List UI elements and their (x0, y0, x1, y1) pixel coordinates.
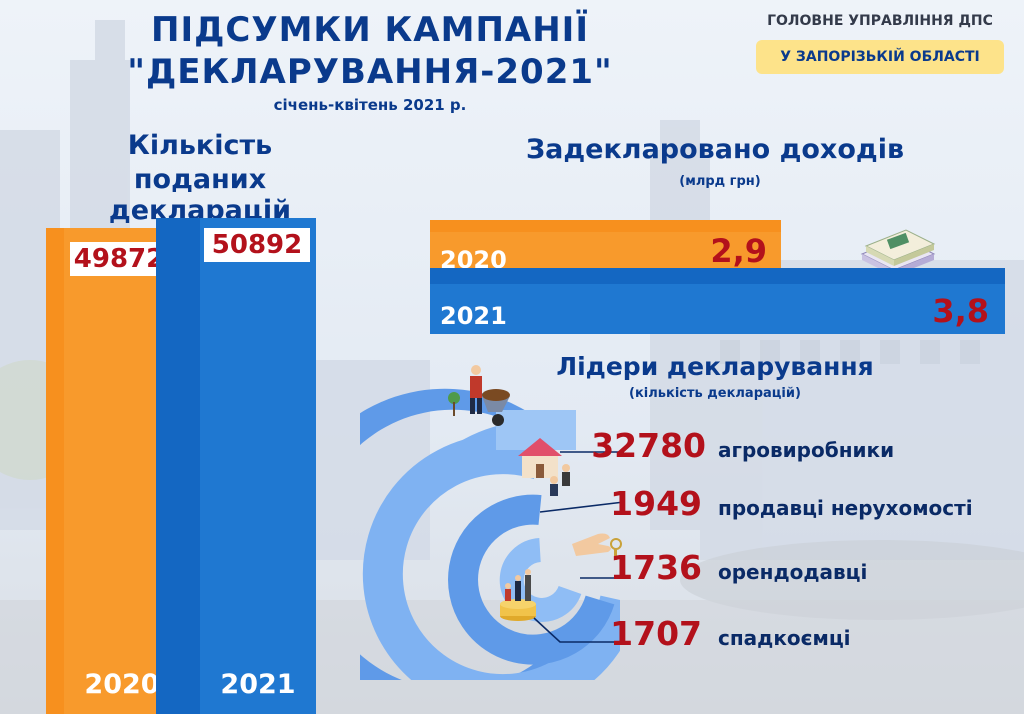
period-label: січень-квітень 2021 р. (273, 96, 467, 114)
declarations-chart-title-2: поданих декларацій (108, 164, 292, 226)
declarations-chart-title-1: Кількість (127, 130, 273, 161)
declarations-value-2021: 50892 (204, 228, 310, 262)
hand-keys-icon (572, 533, 622, 560)
title-line-1: ПІДСУМКИ КАМПАНІЇ (151, 10, 589, 50)
declarations-year-2021: 2021 (220, 669, 296, 700)
money-stack-icon (860, 229, 936, 276)
declarations-value-2020: 49872 (70, 242, 168, 276)
leaders-unit: (кількість декларацій) (629, 386, 801, 401)
leader-label-3: спадкоємці (718, 626, 851, 650)
leader-value-0: 32780 (591, 426, 706, 465)
leader-value-3: 1707 (610, 614, 702, 653)
income-bar-2021: 2021 3,8 (430, 268, 1005, 334)
leader-value-1: 1949 (610, 484, 702, 523)
org-name-badge: У ЗАПОРІЗЬКІЙ ОБЛАСТІ (756, 40, 1004, 74)
leader-label-1: продавці нерухомості (718, 496, 973, 520)
declarations-bar-front-2021 (200, 218, 316, 714)
leaders-target-graphic (360, 388, 620, 680)
worker-wheelbarrow-icon (448, 365, 510, 426)
leader-label-0: агровиробники (718, 438, 895, 462)
leaders-list (0, 0, 1, 1)
leader-connector-lines (533, 451, 625, 643)
income-chart-unit: (млрд грн) (679, 174, 761, 189)
income-chart-title: Задекларовано доходів (525, 134, 905, 165)
org-name-line-1: ГОЛОВНЕ УПРАВЛІННЯ ДПС (767, 13, 993, 29)
income-year-2021: 2021 (440, 302, 507, 330)
income-bar-front-2021 (430, 284, 1005, 334)
declarations-year-2020: 2020 (84, 669, 160, 700)
leaders-title: Лідери декларування (556, 352, 874, 381)
leader-label-2: орендодавці (718, 560, 868, 584)
declarations-bar-2021: 50892 2021 (156, 218, 316, 714)
house-icon (518, 438, 570, 496)
family-coins-icon (500, 569, 536, 621)
income-value-2020: 2,9 (710, 232, 767, 270)
title-line-2: "ДЕКЛАРУВАННЯ-2021" (127, 52, 613, 92)
income-value-2021: 3,8 (932, 292, 989, 330)
leader-value-2: 1736 (610, 548, 702, 587)
